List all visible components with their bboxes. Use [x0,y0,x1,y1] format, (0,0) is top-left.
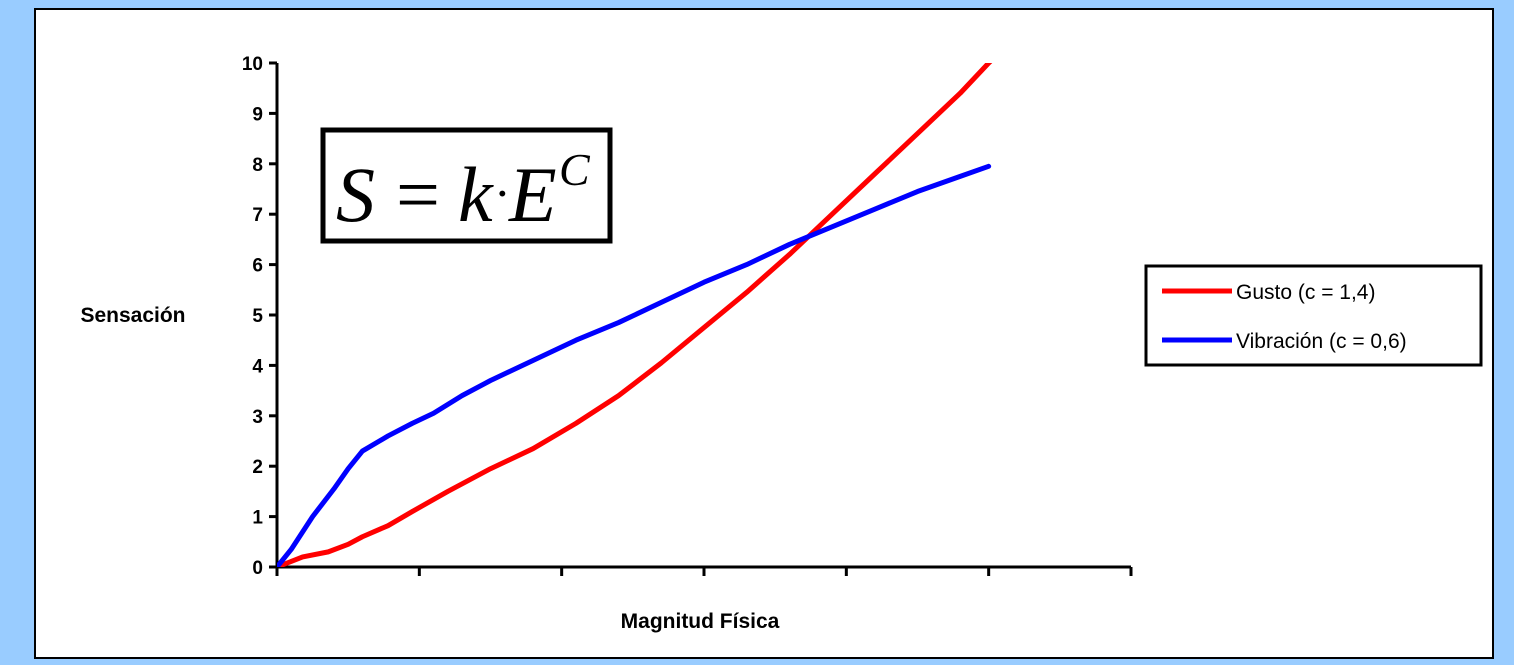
y-tick-label: 3 [252,407,263,428]
y-axis-title: Sensación [80,304,185,327]
legend: Gusto (c = 1,4) Vibración (c = 0,6) [1144,264,1483,367]
series-line-vibracion [277,163,992,567]
y-tick-label: 8 [252,155,263,176]
formula-e: E [508,151,557,238]
legend-label-gusto: Gusto (c = 1,4) [1236,281,1375,304]
formula-dot: · [494,165,511,221]
legend-label-vibracion: Vibración (c = 0,6) [1236,330,1407,353]
x-axis-title: Magnitud Física [621,610,780,633]
formula-s: S [336,151,375,238]
y-tick-label: 6 [252,256,263,277]
y-tick-label: 4 [252,356,263,377]
formula-equals: = [396,151,440,238]
formula-annotation: S = k · E C [320,127,613,244]
y-tick-label: 10 [242,54,263,75]
series-layer [277,63,993,567]
y-tick-label: 0 [252,558,263,579]
line-chart: 0 1 2 3 4 5 6 7 8 9 10 Sensación Magnitud Física S… [80,54,1483,633]
formula-exponent: C [559,144,591,195]
formula-k: k [458,151,494,238]
y-tick-label: 5 [252,306,263,327]
y-tick-label: 7 [252,205,263,226]
y-axis-ticks: 0 1 2 3 4 5 6 7 8 9 10 [242,54,277,579]
y-tick-label: 9 [252,104,263,125]
chart-frame: 0 1 2 3 4 5 6 7 8 9 10 Sensación Magnitud Física S… [34,8,1494,659]
y-tick-label: 2 [252,457,263,478]
legend-box [1144,264,1483,367]
formula-box [320,127,613,244]
series-line-gusto [277,63,993,567]
y-tick-label: 1 [252,508,263,529]
